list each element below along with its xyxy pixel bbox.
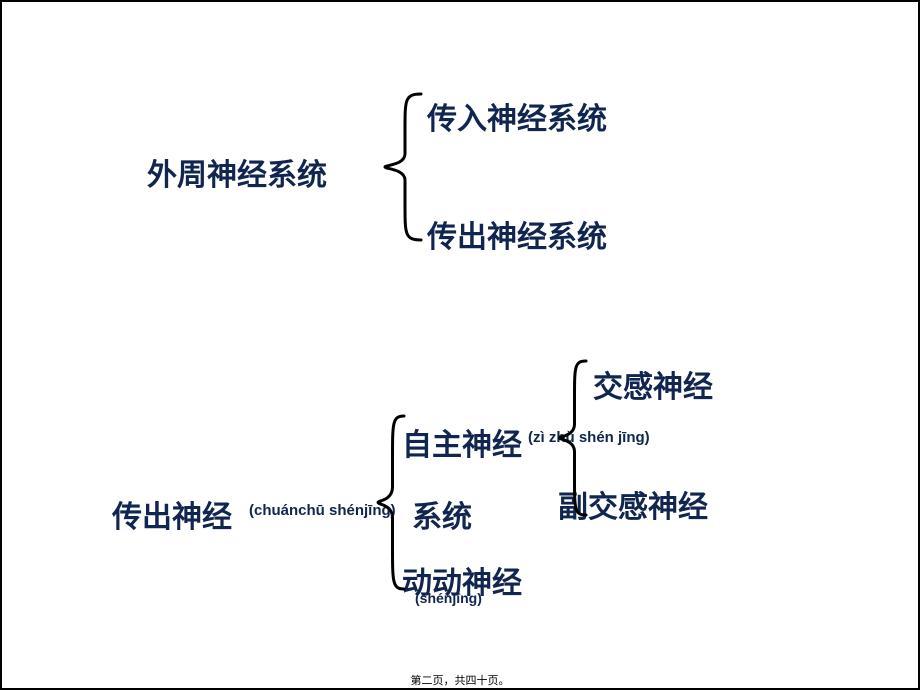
- node-r2c1-pinyin: (zì zhǔ shén jīng): [528, 429, 650, 446]
- node-root2-a: 传出神经: [112, 492, 232, 536]
- page-footer: 第二页，共四十页。: [2, 672, 918, 688]
- node-r2c1-a: 自主神经: [402, 420, 522, 464]
- node-r3c1: 交感神经: [593, 362, 713, 406]
- node-root1: 外周神经系统: [147, 150, 327, 194]
- node-r1c2: 传出神经系统: [427, 212, 607, 256]
- node-r1c1: 传入神经系统: [427, 94, 607, 138]
- brace-3: [558, 359, 588, 517]
- brace-1: [383, 92, 423, 242]
- node-root2-pinyin: (chuánchū shénjīng): [249, 502, 396, 519]
- brace-2: [376, 414, 406, 591]
- node-root2-b: 系统: [412, 492, 472, 536]
- node-r2c2-pinyin: (shénjīng): [415, 590, 482, 606]
